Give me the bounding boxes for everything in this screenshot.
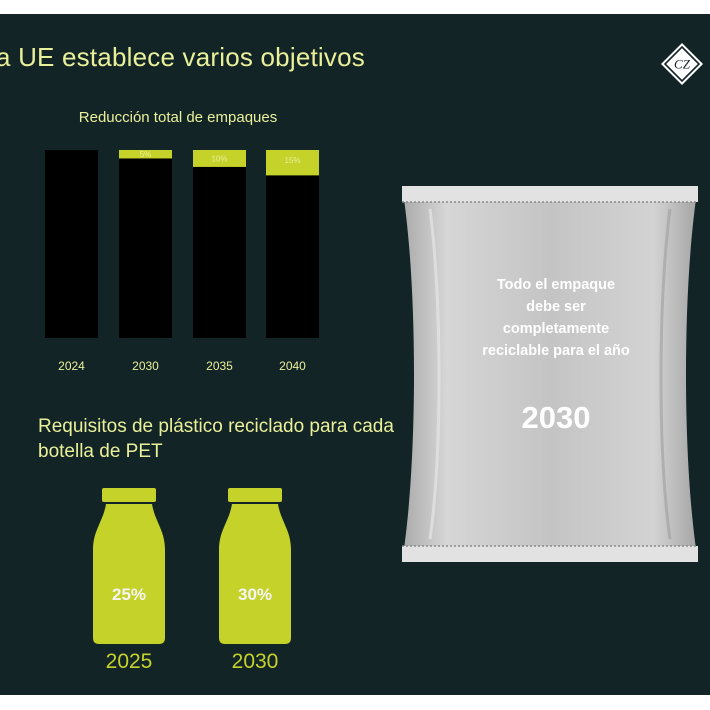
bottle-year-2030: 2030	[232, 650, 279, 673]
bar-chart-title: Reducción total de empaques	[78, 109, 278, 126]
bar-2024	[45, 150, 98, 338]
bottle-value-2025: 25%	[112, 585, 146, 604]
bottle-cap-2025	[102, 488, 156, 502]
package-year: 2030	[521, 400, 591, 435]
reduction-segment-2030	[119, 150, 172, 159]
pet-chart-title: Requisitos de plástico reciclado para ca…	[38, 416, 394, 462]
page-title: a UE establece varios objetivos	[0, 42, 365, 72]
tick-label-2040: 2040	[279, 359, 306, 373]
packaging-reduction-chart: 2024 5% 2030 10% 2035 15% 2040	[45, 150, 319, 373]
package-text: Todo el empaque debe ser completamente r…	[482, 277, 630, 359]
reduction-segment-2035	[193, 150, 246, 167]
bottle-year-2025: 2025	[106, 650, 153, 673]
tick-label-2035: 2035	[206, 359, 233, 373]
bottle-body-2030	[219, 504, 291, 644]
package-bag-illustration	[402, 186, 698, 562]
bar-2030	[119, 158, 172, 338]
data-label-2040: 15%	[284, 156, 300, 165]
bottle-body-2025	[93, 504, 165, 644]
bar-2040	[266, 175, 319, 338]
bottle-2025: 25% 2025	[93, 488, 165, 673]
pet-bottle-chart: 25% 2025 30% 2030	[93, 488, 291, 673]
bar-2035	[193, 166, 246, 338]
bottle-cap-2030	[228, 488, 282, 502]
data-label-2035: 10%	[211, 154, 227, 163]
reduction-segment-2040	[266, 150, 319, 176]
tick-label-2024: 2024	[58, 359, 85, 373]
bottle-2030: 30% 2030	[219, 488, 291, 673]
data-label-2030: 5%	[140, 150, 152, 159]
bottle-value-2030: 30%	[238, 585, 272, 604]
infographic-panel: a UE establece varios objetivos CZ Reduc…	[0, 14, 710, 695]
diamond-logo-icon: CZ	[661, 43, 703, 85]
tick-label-2030: 2030	[132, 359, 159, 373]
logo-letters: CZ	[674, 57, 691, 72]
